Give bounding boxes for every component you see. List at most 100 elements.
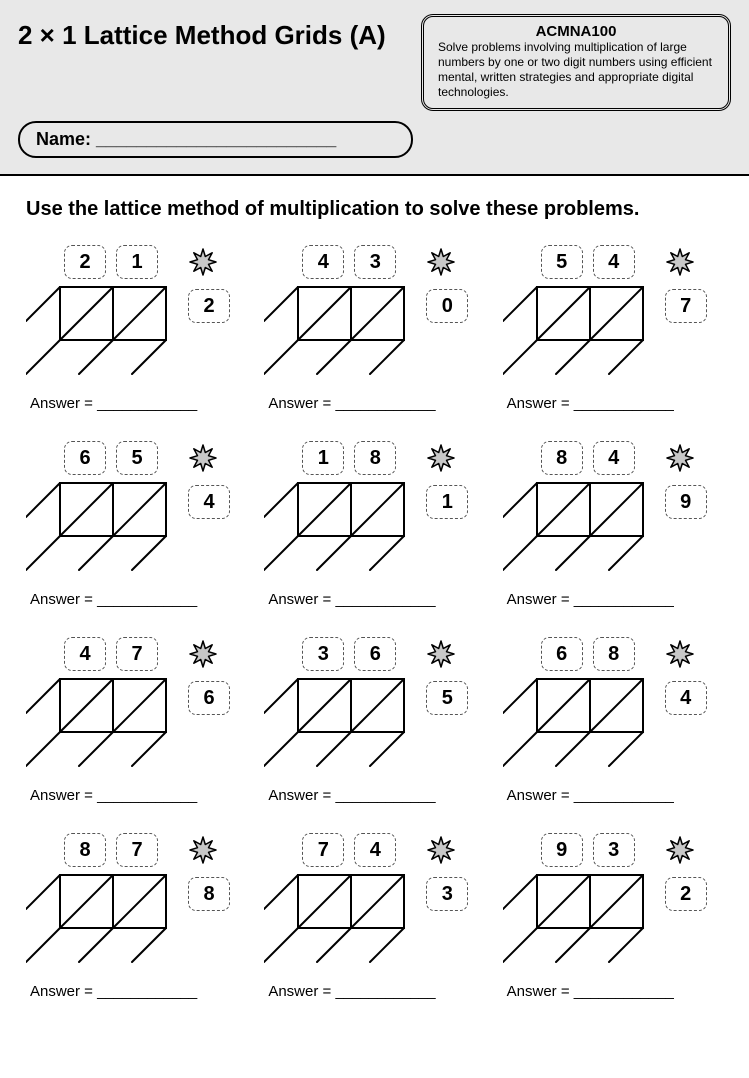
answer-label: Answer = [268,983,331,1000]
answer-line[interactable]: Answer = ____________ [268,983,435,1000]
answer-line[interactable]: Answer = ____________ [507,787,674,804]
problem-2: 4 3 0 Answer = ____________ [264,245,484,425]
digit-top-2: 7 [116,833,158,867]
lattice-diagram [264,673,474,785]
multiply-icon [426,443,456,473]
multiply-icon [426,639,456,669]
digit-top-1: 8 [541,441,583,475]
instructions: Use the lattice method of multiplication… [26,198,723,221]
problem-10: 8 7 8 Answer = ____________ [26,833,246,1013]
digit-top-2: 5 [116,441,158,475]
lattice-diagram [503,869,713,981]
digit-top-1: 4 [64,637,106,671]
answer-blank: ____________ [97,983,197,1000]
standard-code: ACMNA100 [438,23,714,40]
multiply-icon [426,835,456,865]
answer-blank: ____________ [574,983,674,1000]
digit-top-2: 4 [593,245,635,279]
answer-blank: ____________ [335,395,435,412]
digit-top-2: 7 [116,637,158,671]
multiply-icon [188,835,218,865]
answer-label: Answer = [30,395,93,412]
lattice-diagram [503,477,713,589]
name-label: Name: [36,129,91,149]
answer-line[interactable]: Answer = ____________ [507,983,674,1000]
digit-top-2: 3 [593,833,635,867]
answer-blank: ____________ [574,787,674,804]
worksheet-page: 2 × 1 Lattice Method Grids (A) ACMNA100 … [0,0,749,1033]
answer-line[interactable]: Answer = ____________ [30,787,197,804]
header-top: 2 × 1 Lattice Method Grids (A) ACMNA100 … [18,14,731,111]
multiply-icon [188,247,218,277]
multiply-icon [665,247,695,277]
answer-blank: ____________ [97,591,197,608]
name-field[interactable]: Name: ________________________ [18,121,413,158]
multiply-icon [665,443,695,473]
standard-text: Solve problems involving multiplication … [438,40,714,100]
answer-blank: ____________ [574,591,674,608]
lattice-diagram [503,673,713,785]
answer-blank: ____________ [574,395,674,412]
lattice-diagram [26,281,236,393]
answer-label: Answer = [30,787,93,804]
digit-top-1: 2 [64,245,106,279]
digit-top-1: 7 [302,833,344,867]
problem-7: 4 7 6 Answer = ____________ [26,637,246,817]
problem-8: 3 6 5 Answer = ____________ [264,637,484,817]
problem-9: 6 8 4 Answer = ____________ [503,637,723,817]
multiply-icon [665,835,695,865]
digit-top-2: 8 [354,441,396,475]
multiply-icon [188,443,218,473]
problem-3: 5 4 7 Answer = ____________ [503,245,723,425]
digit-top-1: 3 [302,637,344,671]
problem-1: 2 1 2 Answer = ____________ [26,245,246,425]
digit-top-1: 6 [541,637,583,671]
answer-line[interactable]: Answer = ____________ [268,787,435,804]
digit-top-1: 1 [302,441,344,475]
lattice-diagram [26,673,236,785]
lattice-diagram [264,477,474,589]
answer-line[interactable]: Answer = ____________ [268,395,435,412]
problem-grid: 2 1 2 Answer = ____________ 4 3 [26,245,723,1013]
answer-label: Answer = [268,591,331,608]
problem-5: 1 8 1 Answer = ____________ [264,441,484,621]
answer-line[interactable]: Answer = ____________ [30,591,197,608]
problem-11: 7 4 3 Answer = ____________ [264,833,484,1013]
lattice-diagram [26,477,236,589]
lattice-diagram [264,869,474,981]
answer-line[interactable]: Answer = ____________ [507,395,674,412]
digit-top-2: 6 [354,637,396,671]
multiply-icon [426,247,456,277]
answer-label: Answer = [507,983,570,1000]
multiply-icon [665,639,695,669]
answer-label: Answer = [507,395,570,412]
problem-12: 9 3 2 Answer = ____________ [503,833,723,1013]
digit-top-2: 4 [354,833,396,867]
answer-label: Answer = [268,395,331,412]
digit-top-2: 4 [593,441,635,475]
answer-line[interactable]: Answer = ____________ [30,395,197,412]
digit-top-2: 8 [593,637,635,671]
multiply-icon [188,639,218,669]
answer-blank: ____________ [335,983,435,1000]
answer-blank: ____________ [97,787,197,804]
answer-line[interactable]: Answer = ____________ [507,591,674,608]
problem-6: 8 4 9 Answer = ____________ [503,441,723,621]
page-title: 2 × 1 Lattice Method Grids (A) [18,14,409,51]
digit-top-1: 9 [541,833,583,867]
answer-label: Answer = [30,591,93,608]
digit-top-1: 8 [64,833,106,867]
digit-top-2: 3 [354,245,396,279]
digit-top-2: 1 [116,245,158,279]
name-blank: ________________________ [96,129,336,149]
digit-top-1: 6 [64,441,106,475]
answer-label: Answer = [268,787,331,804]
digit-top-1: 4 [302,245,344,279]
answer-label: Answer = [507,591,570,608]
answer-label: Answer = [507,787,570,804]
answer-line[interactable]: Answer = ____________ [268,591,435,608]
lattice-diagram [264,281,474,393]
problem-4: 6 5 4 Answer = ____________ [26,441,246,621]
lattice-diagram [26,869,236,981]
answer-line[interactable]: Answer = ____________ [30,983,197,1000]
